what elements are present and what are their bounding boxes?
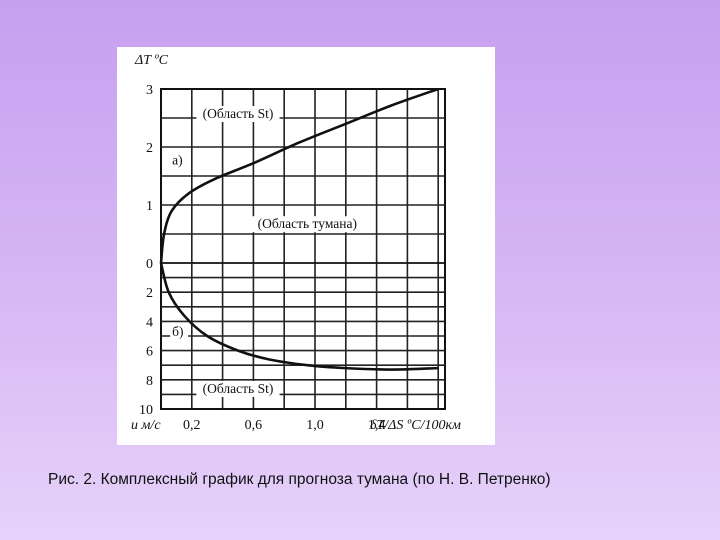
chart-figure: ΔT ºC δT/ΔS ºC/100км u м/с 3 2 1 0 2 4 6 8 10 0,2…: [117, 47, 495, 445]
figure-caption: Рис. 2. Комплексный график для прогноза …: [48, 471, 551, 488]
curve-label-bg: [170, 152, 189, 169]
region-label: (Область тумана): [258, 216, 357, 231]
x-tick-label: 1,4: [368, 418, 386, 433]
y-tick-label-lower: 10: [139, 403, 153, 418]
grid: [160, 88, 446, 410]
x-tick-label: 0,2: [183, 418, 201, 433]
curves: [159, 87, 439, 371]
curve-label: а): [172, 152, 183, 167]
y-tick-label: 3: [146, 83, 153, 98]
curve-lower-b: [159, 262, 439, 371]
x-tick-label: 1,0: [306, 418, 324, 433]
y-axis-title: ΔT ºC: [134, 53, 169, 68]
labels: ΔT ºC δT/ΔS ºC/100км u м/с 32102468100,2…: [131, 53, 461, 433]
y-tick-label-lower: 2: [146, 286, 153, 301]
region-label-bg: [252, 216, 363, 233]
y-tick-label-lower: 8: [146, 374, 153, 389]
plot-frame: [160, 88, 446, 410]
region-label-bg: [196, 106, 280, 122]
region-label: (Область St): [203, 106, 274, 121]
y-tick-label: 2: [146, 141, 153, 156]
x-axis-title: δT/ΔS ºC/100км: [370, 418, 461, 433]
curve-label: б): [172, 324, 183, 339]
y-tick-label-lower: 6: [146, 345, 153, 360]
curve-label-bg: [170, 324, 189, 340]
curve-upper-a: [159, 87, 439, 264]
region-label: (Область St): [203, 381, 274, 396]
fog-forecast-chart: ΔT ºC δT/ΔS ºC/100км u м/с 32102468100,2…: [131, 53, 461, 433]
lower-axis-title: u м/с: [131, 418, 161, 433]
region-label-bg: [196, 380, 280, 397]
x-tick-label: 0,6: [245, 418, 263, 433]
y-tick-label: 1: [146, 199, 153, 214]
y-tick-label-lower: 4: [146, 315, 153, 330]
y-tick-label: 0: [146, 257, 153, 272]
